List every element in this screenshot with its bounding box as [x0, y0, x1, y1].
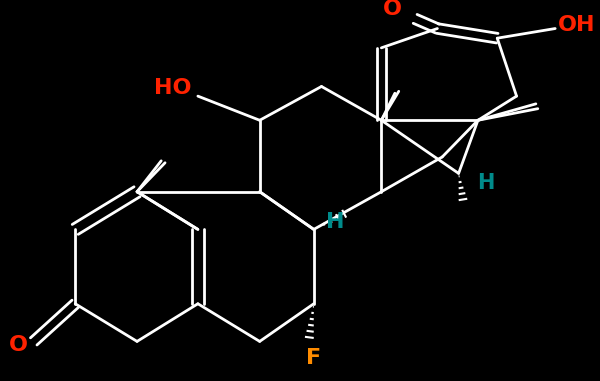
Text: O: O — [9, 335, 28, 355]
Text: HO: HO — [154, 78, 191, 98]
Text: O: O — [382, 0, 401, 19]
Text: F: F — [306, 348, 322, 368]
Text: H: H — [477, 173, 494, 193]
Text: H: H — [326, 212, 344, 232]
Text: OH: OH — [557, 14, 595, 35]
